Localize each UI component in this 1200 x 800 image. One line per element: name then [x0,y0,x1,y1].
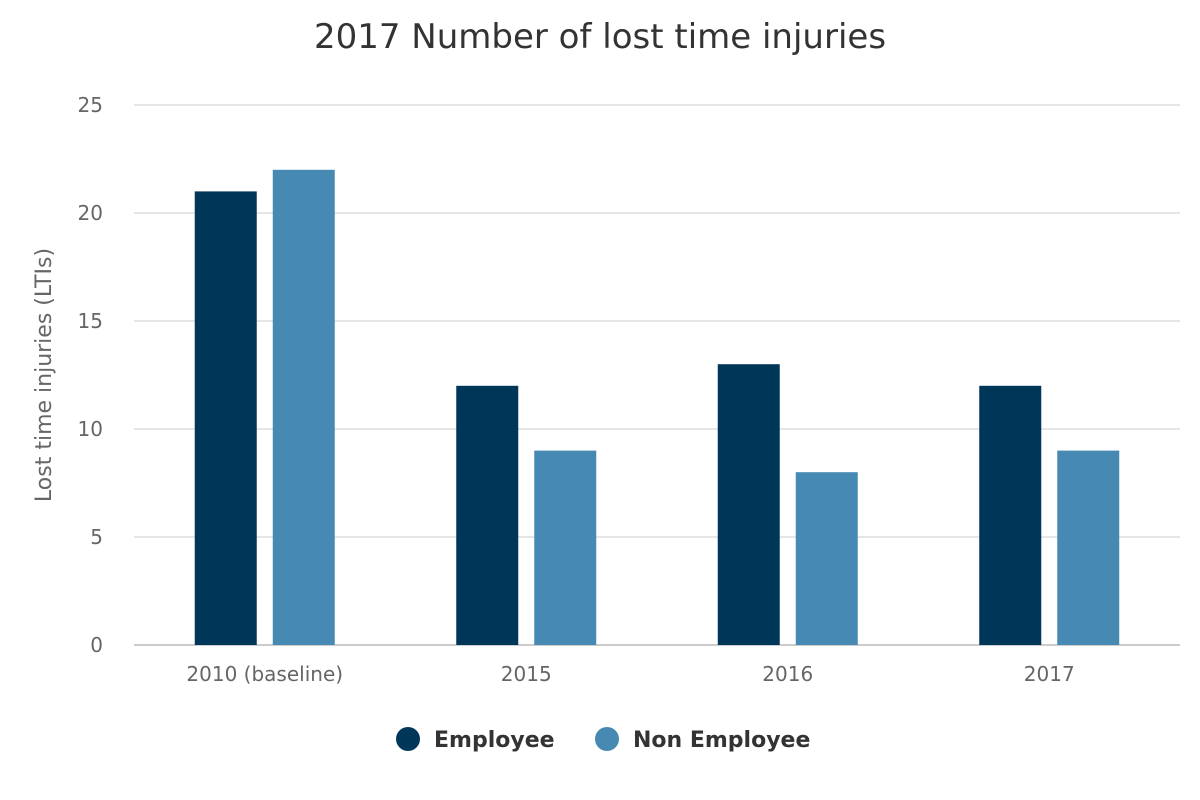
x-tick-label: 2017 [1024,662,1075,686]
x-axis-ticks: 2010 (baseline) 2015 2016 2017 [186,662,1074,686]
y-tick-label: 10 [78,417,103,441]
x-tick-label: 2016 [762,662,813,686]
bars [194,169,1120,646]
bar-employee [456,385,519,645]
legend-item-label[interactable]: Non Employee [633,728,810,753]
bar-non-employee [795,472,858,645]
bar-employee [717,364,780,645]
chart-title: 2017 Number of lost time injuries [314,17,886,57]
bar-employee [194,191,257,645]
y-tick-label: 20 [78,201,103,225]
y-axis-ticks: 0 5 10 15 20 25 [78,93,103,657]
x-tick-label: 2015 [501,662,552,686]
y-tick-label: 15 [78,309,103,333]
legend-marker [396,727,420,751]
y-tick-label: 0 [90,633,103,657]
y-tick-label: 5 [90,525,103,549]
bar-employee [979,385,1042,645]
y-axis-label: Lost time injuries (LTIs) [32,248,57,502]
legend-marker [595,727,619,751]
x-tick-label: 2010 (baseline) [186,662,343,686]
bar-non-employee [1057,450,1120,645]
bar-non-employee [272,169,335,646]
y-tick-label: 25 [78,93,103,117]
legend-item-label[interactable]: Employee [434,728,555,753]
legend: Employee Non Employee [396,727,810,753]
bar-non-employee [534,450,597,645]
